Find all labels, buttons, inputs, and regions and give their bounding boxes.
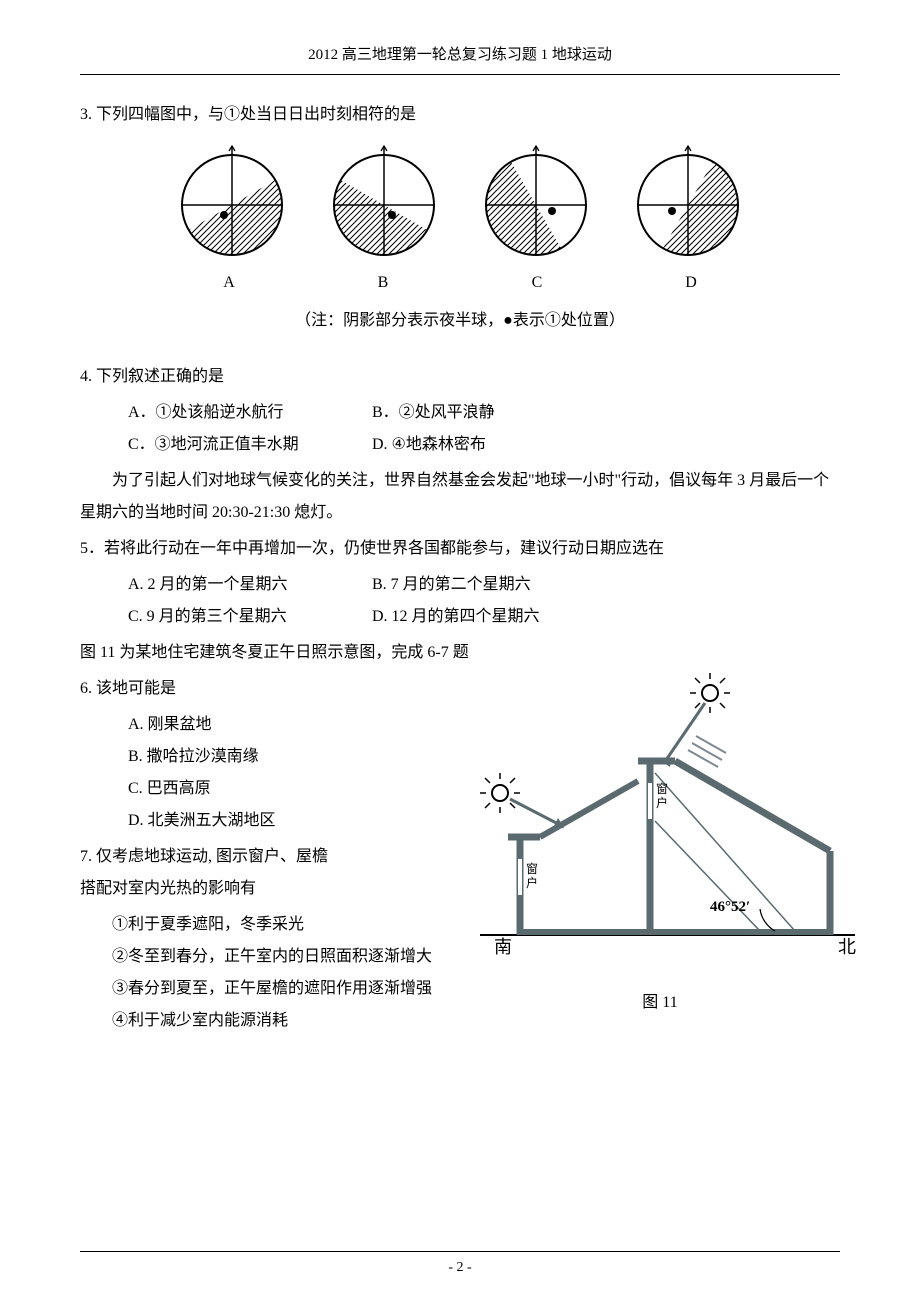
q3-diagram-b: [324, 145, 444, 265]
q6-q7-wrap: 南 北 46°52′ 窗 户 窗 户 图 11 6. 该地可能是 A. 刚果盆地…: [80, 673, 840, 1037]
earth-hour-paragraph: 为了引起人们对地球气候变化的关注，世界自然基金会发起"地球一小时"行动，倡议每年…: [80, 465, 840, 529]
page-number: - 2 -: [448, 1260, 471, 1275]
q3-diagrams: [80, 145, 840, 265]
q6-intro: 图 11 为某地住宅建筑冬夏正午日照示意图，完成 6-7 题: [80, 637, 840, 669]
q3-note: （注：阴影部分表示夜半球，●表示①处位置）: [80, 305, 840, 337]
page: 2012 高三地理第一轮总复习练习题 1 地球运动 3. 下列四幅图中，与①处当…: [80, 0, 840, 1300]
sun-winter-icon: [480, 773, 520, 813]
q4-opt-c: C．③地河流正值丰水期: [128, 429, 368, 461]
q5-opt-b: B. 7 月的第二个星期六: [372, 569, 612, 601]
q5-opt-c: C. 9 月的第三个星期六: [128, 601, 368, 633]
q3-diagram-c: [476, 145, 596, 265]
q5-opt-a: A. 2 月的第一个星期六: [128, 569, 368, 601]
q3-diagram-a: [172, 145, 292, 265]
q3-labels: A B C D: [80, 267, 840, 299]
q4-opt-a: A．①处该船逆水航行: [128, 397, 368, 429]
q5-opts-row2: C. 9 月的第三个星期六 D. 12 月的第四个星期六: [80, 601, 840, 633]
q3-diagram-d: [628, 145, 748, 265]
q4-opts-row2: C．③地河流正值丰水期 D. ④地森林密布: [80, 429, 840, 461]
q4-stem: 4. 下列叙述正确的是: [80, 361, 840, 393]
q4-opts-row1: A．①处该船逆水航行 B．②处风平浪静: [80, 397, 840, 429]
q3-label-a: A: [154, 267, 304, 299]
sun-summer-icon: [690, 673, 730, 713]
q5-opt-d: D. 12 月的第四个星期六: [372, 601, 612, 633]
label-south: 南: [494, 937, 512, 957]
label-angle: 46°52′: [710, 899, 750, 915]
figure-11-caption: 图 11: [460, 987, 860, 1019]
header-rule: [80, 74, 840, 75]
page-footer: - 2 -: [80, 1251, 840, 1282]
q3-label-c: C: [462, 267, 612, 299]
q5-opts-row1: A. 2 月的第一个星期六 B. 7 月的第二个星期六: [80, 569, 840, 601]
q3-stem: 3. 下列四幅图中，与①处当日日出时刻相符的是: [80, 99, 840, 131]
figure-11: 南 北 46°52′ 窗 户 窗 户 图 11: [460, 673, 860, 1019]
label-window-2b: 户: [656, 795, 668, 810]
q4-opt-d: D. ④地森林密布: [372, 429, 612, 461]
label-window-2a: 窗: [656, 782, 668, 796]
q5-stem: 5．若将此行动在一年中再增加一次，仍使世界各国都能参与，建议行动日期应选在: [80, 533, 840, 565]
q3-label-d: D: [616, 267, 766, 299]
label-window-1a: 窗: [526, 862, 538, 876]
house-diagram: 南 北 46°52′ 窗 户 窗 户: [460, 673, 860, 973]
label-north: 北: [838, 937, 856, 957]
q3-label-b: B: [308, 267, 458, 299]
label-window-1b: 户: [526, 875, 538, 890]
q4-opt-b: B．②处风平浪静: [372, 397, 612, 429]
running-header: 2012 高三地理第一轮总复习练习题 1 地球运动: [80, 40, 840, 74]
